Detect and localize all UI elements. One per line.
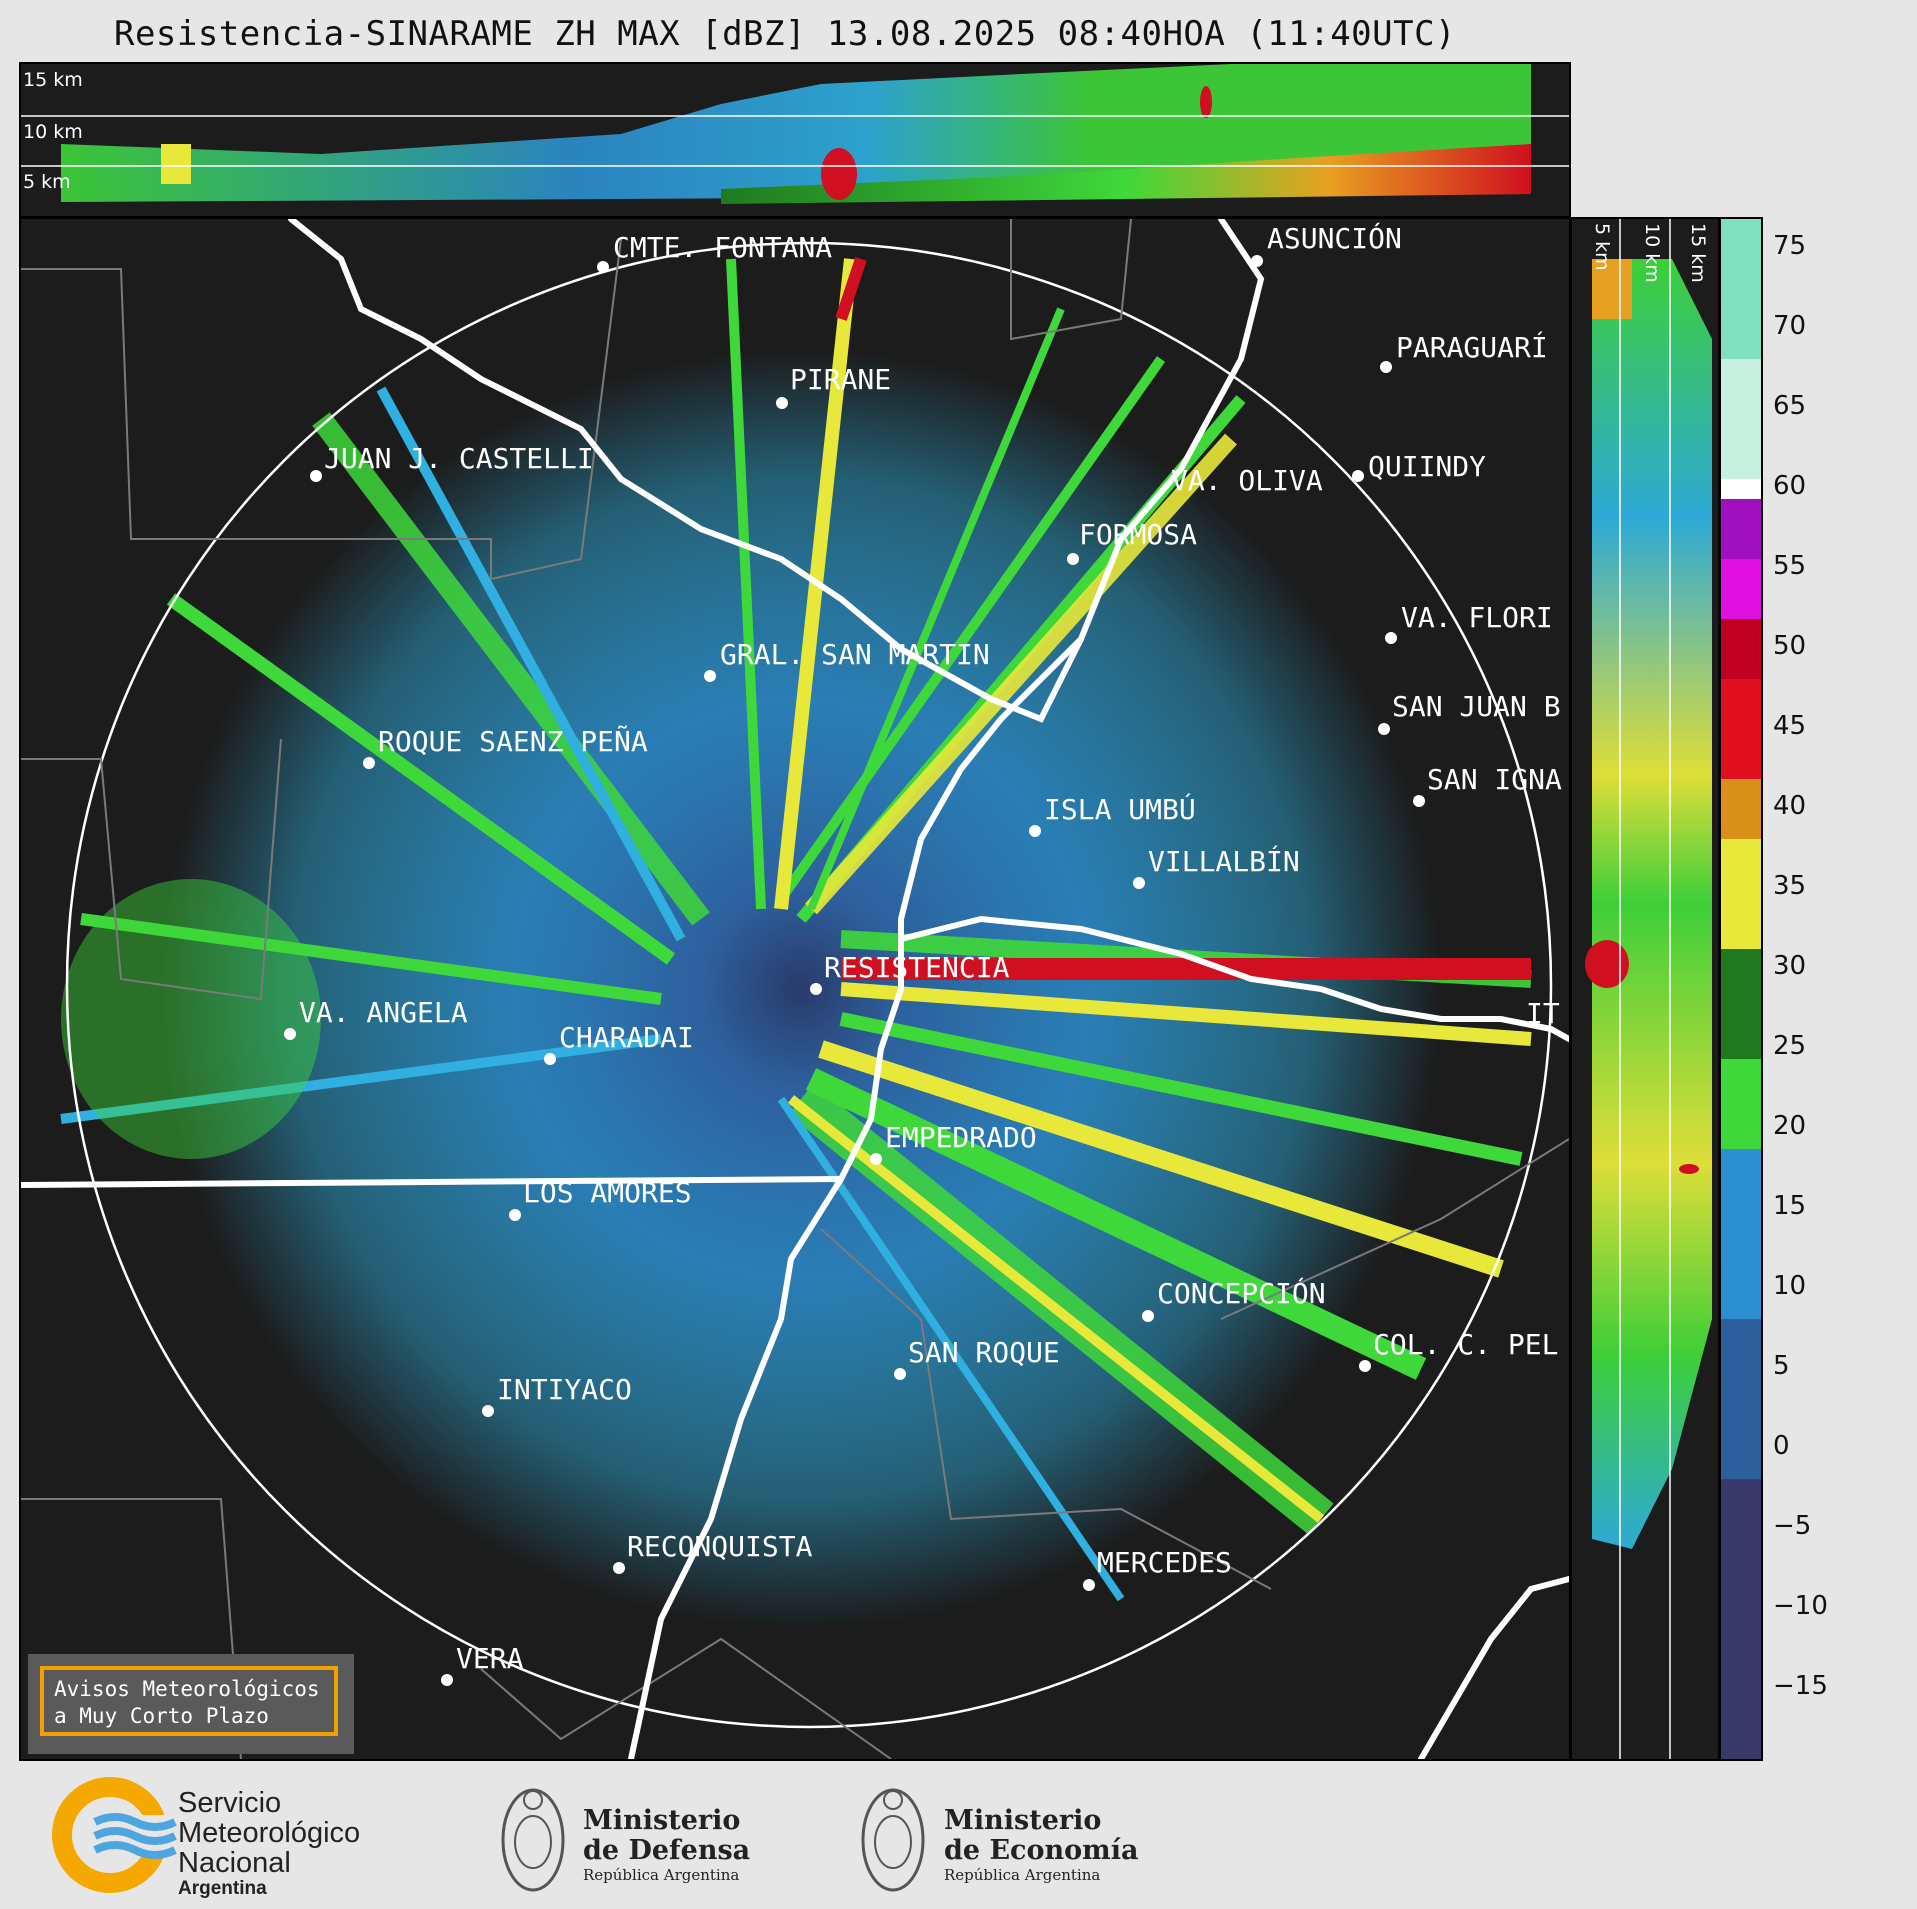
economia-wordmark: Ministerio de Economía República Argenti…: [944, 1805, 1139, 1885]
top-echo-cell: [161, 144, 191, 184]
tick-10: 10: [1773, 1271, 1806, 1301]
tick-35: 35: [1773, 871, 1806, 901]
defensa-seal-icon: [501, 1788, 565, 1892]
city-label-intiyaco: INTIYACO: [497, 1373, 632, 1406]
city-label-va-angela: VA. ANGELA: [299, 996, 468, 1029]
smn-line2: Meteorológico: [178, 1817, 361, 1849]
city-label-juan-j-castelli: JUAN J. CASTELLI: [324, 442, 594, 475]
city-label-concepcion: CONCEPCIÓN: [1157, 1276, 1326, 1310]
smn-logo-icon: [52, 1777, 177, 1893]
footer-logos: [52, 1777, 925, 1893]
tick-45: 45: [1773, 711, 1806, 741]
city-label-reconquista: RECONQUISTA: [627, 1530, 813, 1563]
city-label-san-juan-b: SAN JUAN B: [1392, 690, 1561, 723]
tick-60: 60: [1773, 471, 1806, 501]
tick-20: 20: [1773, 1111, 1806, 1141]
defensa-wordmark: Ministerio de Defensa República Argentin…: [583, 1805, 751, 1885]
colorbar-tick-labels: 75 70 65 60 55 50 45 40 35 30 25 20 15 1…: [1759, 217, 1879, 1757]
tick-55: 55: [1773, 551, 1806, 581]
radar-echo-cluster: [61, 879, 321, 1159]
tick-75: 75: [1773, 231, 1806, 261]
city-label-quiindy: QUIINDY: [1368, 450, 1486, 483]
city-label-gral-san-martin: GRAL. SAN MARTIN: [720, 638, 990, 671]
tick-minus-5: −5: [1773, 1511, 1811, 1541]
avisos-box-border: Avisos Meteorológicos a Muy Corto Plazo: [40, 1666, 338, 1736]
tick-5: 5: [1773, 1351, 1790, 1381]
height-label-5km: 5 km: [23, 171, 71, 193]
right-cross-section-plot: 5 km 10 km 15 km: [1585, 219, 1712, 1759]
tick-30: 30: [1773, 951, 1806, 981]
city-label-resistencia: RESISTENCIA: [824, 951, 1010, 984]
city-label-cmte-fontana: CMTE. FONTANA: [613, 231, 832, 264]
economia-line3: República Argentina: [944, 1866, 1101, 1884]
top-cross-section-panel: 15 km 10 km 5 km: [19, 62, 1571, 218]
city-label-va-flori: VA. FLORI: [1401, 601, 1553, 634]
avisos-box[interactable]: Avisos Meteorológicos a Muy Corto Plazo: [28, 1654, 354, 1754]
colorbar-scale: [1721, 219, 1761, 1759]
city-label-va-oliva: VA. OLIVA: [1171, 464, 1323, 497]
smn-wordmark: Servicio Meteorológico Nacional Argentin…: [178, 1788, 360, 1900]
height-label-15km: 15 km: [23, 69, 83, 91]
city-label-asuncion: ASUNCIÓN: [1267, 221, 1402, 255]
city-label-vera: VERA: [456, 1642, 524, 1675]
smn-line1: Servicio: [178, 1787, 282, 1819]
right-echo-cell: [1679, 1164, 1699, 1174]
city-label-col-c-pel: COL. C. PEL: [1373, 1328, 1558, 1361]
smn-line3: Nacional: [178, 1847, 291, 1879]
right-echo-cell: [1585, 940, 1629, 988]
top-echo-cell: [821, 148, 857, 200]
city-label-san-roque: SAN ROQUE: [908, 1336, 1060, 1369]
range-ring: [65, 241, 1553, 1729]
top-echo-cell: [1200, 86, 1212, 118]
rivers-and-borders: [21, 219, 1569, 1759]
chart-title: Resistencia-SINARAME ZH MAX [dBZ] 13.08.…: [113, 14, 1457, 54]
smn-line4: Argentina: [178, 1878, 267, 1899]
colorbar-ticks: 75 70 65 60 55 50 45 40 35 30 25 20 15 1…: [1773, 231, 1828, 1701]
city-label-pirane: PIRANE: [790, 363, 891, 396]
city-label-los-amores: LOS AMORES: [523, 1176, 692, 1209]
city-label-villalbin: VILLALBÍN: [1148, 844, 1300, 878]
radar-map: CMTE. FONTANA ASUNCIÓN PARAGUARÍ PIRANE …: [21, 219, 1569, 1759]
top-cross-section-plot: 15 km 10 km 5 km: [21, 64, 1569, 204]
reflectivity-colorbar: [1719, 217, 1763, 1761]
defensa-line3: República Argentina: [583, 1866, 740, 1884]
tick-minus-10: −10: [1773, 1591, 1828, 1621]
city-label-formosa: FORMOSA: [1079, 518, 1197, 551]
city-label-paraguari: PARAGUARÍ: [1396, 330, 1548, 364]
radar-map-panel: CMTE. FONTANA ASUNCIÓN PARAGUARÍ PIRANE …: [19, 217, 1571, 1761]
avisos-line2: a Muy Corto Plazo: [54, 1704, 269, 1728]
city-markers: [284, 255, 1425, 1686]
height-label-10km: 10 km: [1641, 223, 1663, 283]
avisos-line1: Avisos Meteorológicos: [54, 1677, 320, 1701]
defensa-line1: Ministerio: [583, 1805, 741, 1836]
economia-line1: Ministerio: [944, 1805, 1102, 1836]
height-label-10km: 10 km: [23, 121, 83, 143]
city-label-charadai: CHARADAI: [559, 1021, 694, 1054]
radar-spokes: [60, 257, 1532, 1602]
city-label-san-igna: SAN IGNA: [1427, 763, 1562, 796]
right-echo-area: [1592, 259, 1712, 1549]
tick-65: 65: [1773, 391, 1806, 421]
height-label-5km: 5 km: [1591, 223, 1613, 271]
economia-line2: de Economía: [944, 1835, 1139, 1866]
right-echo-core: [1592, 259, 1632, 319]
radar-echo-field: [161, 349, 1441, 1629]
tick-70: 70: [1773, 311, 1806, 341]
height-label-15km: 15 km: [1687, 223, 1709, 283]
tick-50: 50: [1773, 631, 1806, 661]
defensa-line2: de Defensa: [583, 1835, 751, 1866]
city-label-isla-umbu: ISLA UMBÚ: [1044, 792, 1196, 826]
city-label-empedrado: EMPEDRADO: [885, 1121, 1037, 1154]
economia-seal-icon: [861, 1788, 925, 1892]
tick-40: 40: [1773, 791, 1806, 821]
top-echo-core: [721, 144, 1531, 204]
city-label-it: IT: [1526, 997, 1560, 1030]
tick-25: 25: [1773, 1031, 1806, 1061]
tick-0: 0: [1773, 1431, 1790, 1461]
tick-minus-15: −15: [1773, 1671, 1828, 1701]
city-label-mercedes: MERCEDES: [1097, 1546, 1232, 1579]
right-cross-section-panel: 5 km 10 km 15 km: [1570, 217, 1720, 1761]
city-label-roque-saenz-pena: ROQUE SAENZ PEÑA: [378, 724, 648, 758]
tick-15: 15: [1773, 1191, 1806, 1221]
